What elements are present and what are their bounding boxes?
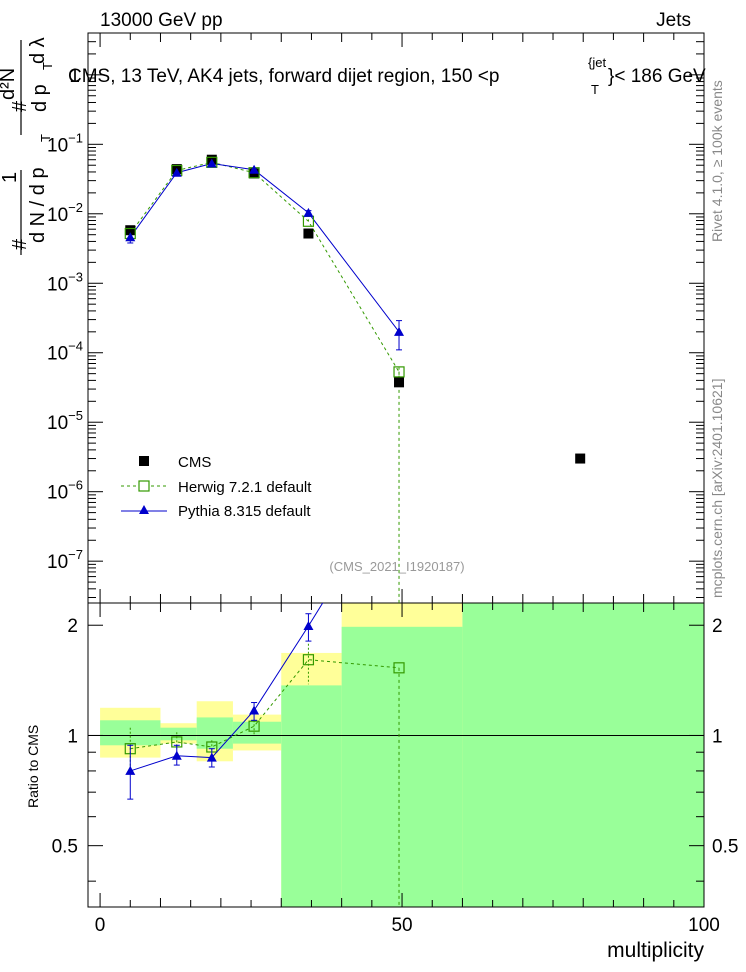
pythia-ratio-line xyxy=(130,603,324,772)
title-sup: {jet xyxy=(588,55,606,70)
herwig-ratio-point xyxy=(302,654,315,666)
pythia-point xyxy=(394,326,405,336)
pythia-line xyxy=(129,162,400,333)
y-tick-label: 1 xyxy=(69,66,80,87)
analysis-watermark: (CMS_2021_I1920187) xyxy=(329,559,464,574)
rivet-label: Rivet 4.1.0, ≥ 100k events xyxy=(709,80,725,242)
main-axis-ticks: 1 10−1 10−2 10−3 10−4 10−5 10−6 10−7 0 50 100 xyxy=(47,32,720,936)
ratio-series-layer xyxy=(124,603,405,907)
ratio-y-tick-label-left: 2 xyxy=(67,616,78,637)
y-tick-label: 10−3 xyxy=(47,269,83,295)
y-tick-label: 10−6 xyxy=(47,478,83,504)
pythia-ratio-point xyxy=(303,621,314,631)
ratio-y-label: Ratio to CMS xyxy=(25,725,41,808)
y-tick-label: 10−2 xyxy=(47,200,83,226)
main-y-label: 1 # d N / d p T d²N # d p T d λ xyxy=(0,37,55,255)
title-end: }< 186 GeV xyxy=(608,66,706,87)
legend-marker-herwig xyxy=(138,480,150,492)
ylabel-one: 1 xyxy=(0,172,21,183)
pythia-point xyxy=(303,207,314,217)
main-series-layer xyxy=(124,154,586,603)
legend: CMS Herwig 7.2.1 default Pythia 8.315 de… xyxy=(121,454,312,520)
band-green-1 xyxy=(160,727,197,741)
ylabel-hash-2: # xyxy=(9,100,31,112)
band-green-6 xyxy=(462,603,704,907)
ratio-y-tick-label-right: 1 xyxy=(712,726,723,747)
pythia-ratio-point xyxy=(171,750,182,760)
title-main: CMS, 13 TeV, AK4 jets, forward dijet reg… xyxy=(68,66,499,87)
herwig-ratio-point xyxy=(393,662,405,674)
ratio-panel-frame xyxy=(87,602,705,908)
y-tick-label: 10−1 xyxy=(47,130,83,156)
legend-label-cms: CMS xyxy=(178,454,211,471)
ratio-bands xyxy=(88,603,704,907)
x-tick-label: 0 xyxy=(95,915,106,936)
ratio-y-tick-label-left: 0.5 xyxy=(52,837,78,858)
legend-marker-cms xyxy=(139,456,149,466)
x-tick-label: 100 xyxy=(688,915,720,936)
ylabel-hash-1: # xyxy=(9,238,31,250)
pythia-ratio-point xyxy=(249,705,260,715)
chart-title: CMS, 13 TeV, AK4 jets, forward dijet reg… xyxy=(68,55,706,97)
herwig-ratio-point xyxy=(248,720,260,732)
ratio-axis-ticks: 0.5 0.5 1 1 2 2 xyxy=(52,616,738,882)
x-axis-label: multiplicity xyxy=(607,939,704,962)
ylabel-T-sub: T xyxy=(38,134,53,142)
legend-marker-pythia xyxy=(139,505,149,514)
header-left: 13000 GeV pp xyxy=(100,10,223,31)
legend-label-pythia: Pythia 8.315 default xyxy=(178,503,311,520)
band-green-5 xyxy=(341,626,463,907)
ratio-y-tick-label-left: 1 xyxy=(67,726,78,747)
pythia-point xyxy=(206,158,217,168)
cms-point xyxy=(394,377,405,388)
y-tick-label: 10−4 xyxy=(47,339,83,365)
pythia-point xyxy=(249,164,260,174)
y-tick-label: 10−7 xyxy=(47,547,83,573)
cms-point xyxy=(303,228,314,239)
herwig-ratio-line xyxy=(130,659,400,750)
band-green-4 xyxy=(281,685,342,907)
title-sub: T xyxy=(591,82,599,97)
ylabel-dlambda: d λ xyxy=(27,37,49,64)
pythia-ratio-point xyxy=(206,752,217,762)
header-right: Jets xyxy=(656,10,691,31)
pythia-point xyxy=(171,167,182,177)
pythia-point xyxy=(125,232,136,242)
ratio-clipped-group xyxy=(124,603,405,907)
ratio-y-tick-label-right: 2 xyxy=(712,616,723,637)
ylabel-dpT: d p xyxy=(29,84,51,112)
band-green-3 xyxy=(232,721,282,744)
legend-label-herwig: Herwig 7.2.1 default xyxy=(178,479,312,496)
ylabel-dN: d N / d p xyxy=(27,167,49,243)
ylabel-d2N: d²N xyxy=(0,68,19,100)
pythia-ratio-point xyxy=(125,765,136,775)
mcplots-label: mcplots.cern.ch [arXiv:2401.10621] xyxy=(709,379,725,598)
y-tick-label: 10−5 xyxy=(47,408,83,434)
cms-point xyxy=(125,225,136,236)
cms-point xyxy=(575,453,586,464)
band-green-2 xyxy=(196,717,233,749)
herwig-point xyxy=(393,366,405,378)
herwig-line xyxy=(129,161,400,373)
ratio-y-tick-label-right: 0.5 xyxy=(712,837,738,858)
ylabel-T-sub-2: T xyxy=(40,62,55,70)
x-tick-label: 50 xyxy=(391,915,412,936)
